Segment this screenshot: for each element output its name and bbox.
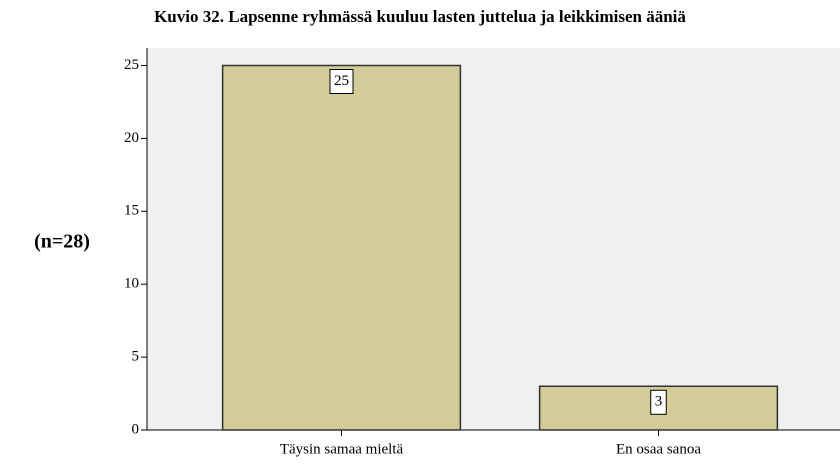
chart-title: Kuvio 32. Lapsenne ryhmässä kuuluu laste…	[154, 7, 686, 26]
y-axis-label: (n=28)	[34, 231, 90, 253]
x-tick-label: En osaa sanoa	[616, 441, 701, 457]
value-label-box	[329, 68, 354, 94]
value-label-box	[650, 389, 667, 415]
value-label: 3	[655, 394, 663, 410]
bar	[221, 64, 462, 431]
y-tick-label: 0	[132, 421, 140, 437]
x-tick-label: Täysin samaa mieltä	[280, 441, 404, 457]
y-tick-label: 5	[132, 349, 140, 365]
y-tick-label: 20	[124, 130, 139, 146]
y-tick-label: 25	[124, 57, 139, 73]
y-tick-label: 10	[124, 276, 139, 292]
value-label: 25	[334, 73, 349, 89]
y-tick-label: 15	[124, 203, 139, 219]
